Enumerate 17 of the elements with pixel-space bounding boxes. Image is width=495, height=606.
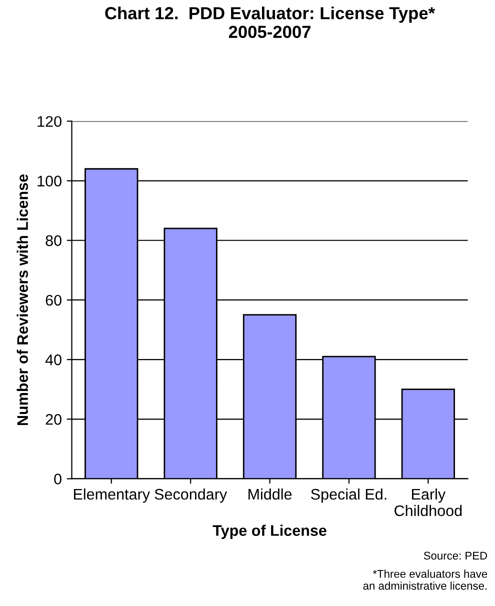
y-tick-label: 40 <box>45 354 62 366</box>
chart-title: Chart 12. PDD Evaluator: License Type* 2005-2007 <box>105 6 436 38</box>
y-tick-label: 20 <box>46 414 62 425</box>
x-axis-title: Type of License <box>212 524 326 539</box>
y-tick-label: 0 <box>54 474 62 484</box>
source-note: Source: PED <box>424 552 488 560</box>
x-tick-label: Early Childhood <box>394 488 462 516</box>
x-tick-label: Elementary <box>74 488 150 503</box>
x-tick-label: Middle <box>248 488 292 500</box>
y-axis-title: Number of Reviewers with License <box>16 174 28 426</box>
text: *Three evaluators have an administrative license. <box>363 570 488 590</box>
x-tick-label: Secondary <box>154 488 228 503</box>
y-tick-label: 120 <box>38 116 62 127</box>
y-tick-label: 60 <box>46 294 62 306</box>
y-tick-label: 80 <box>46 235 62 246</box>
x-tick-label: Special Ed. <box>311 488 386 503</box>
y-tick-label: 100 <box>38 176 62 186</box>
